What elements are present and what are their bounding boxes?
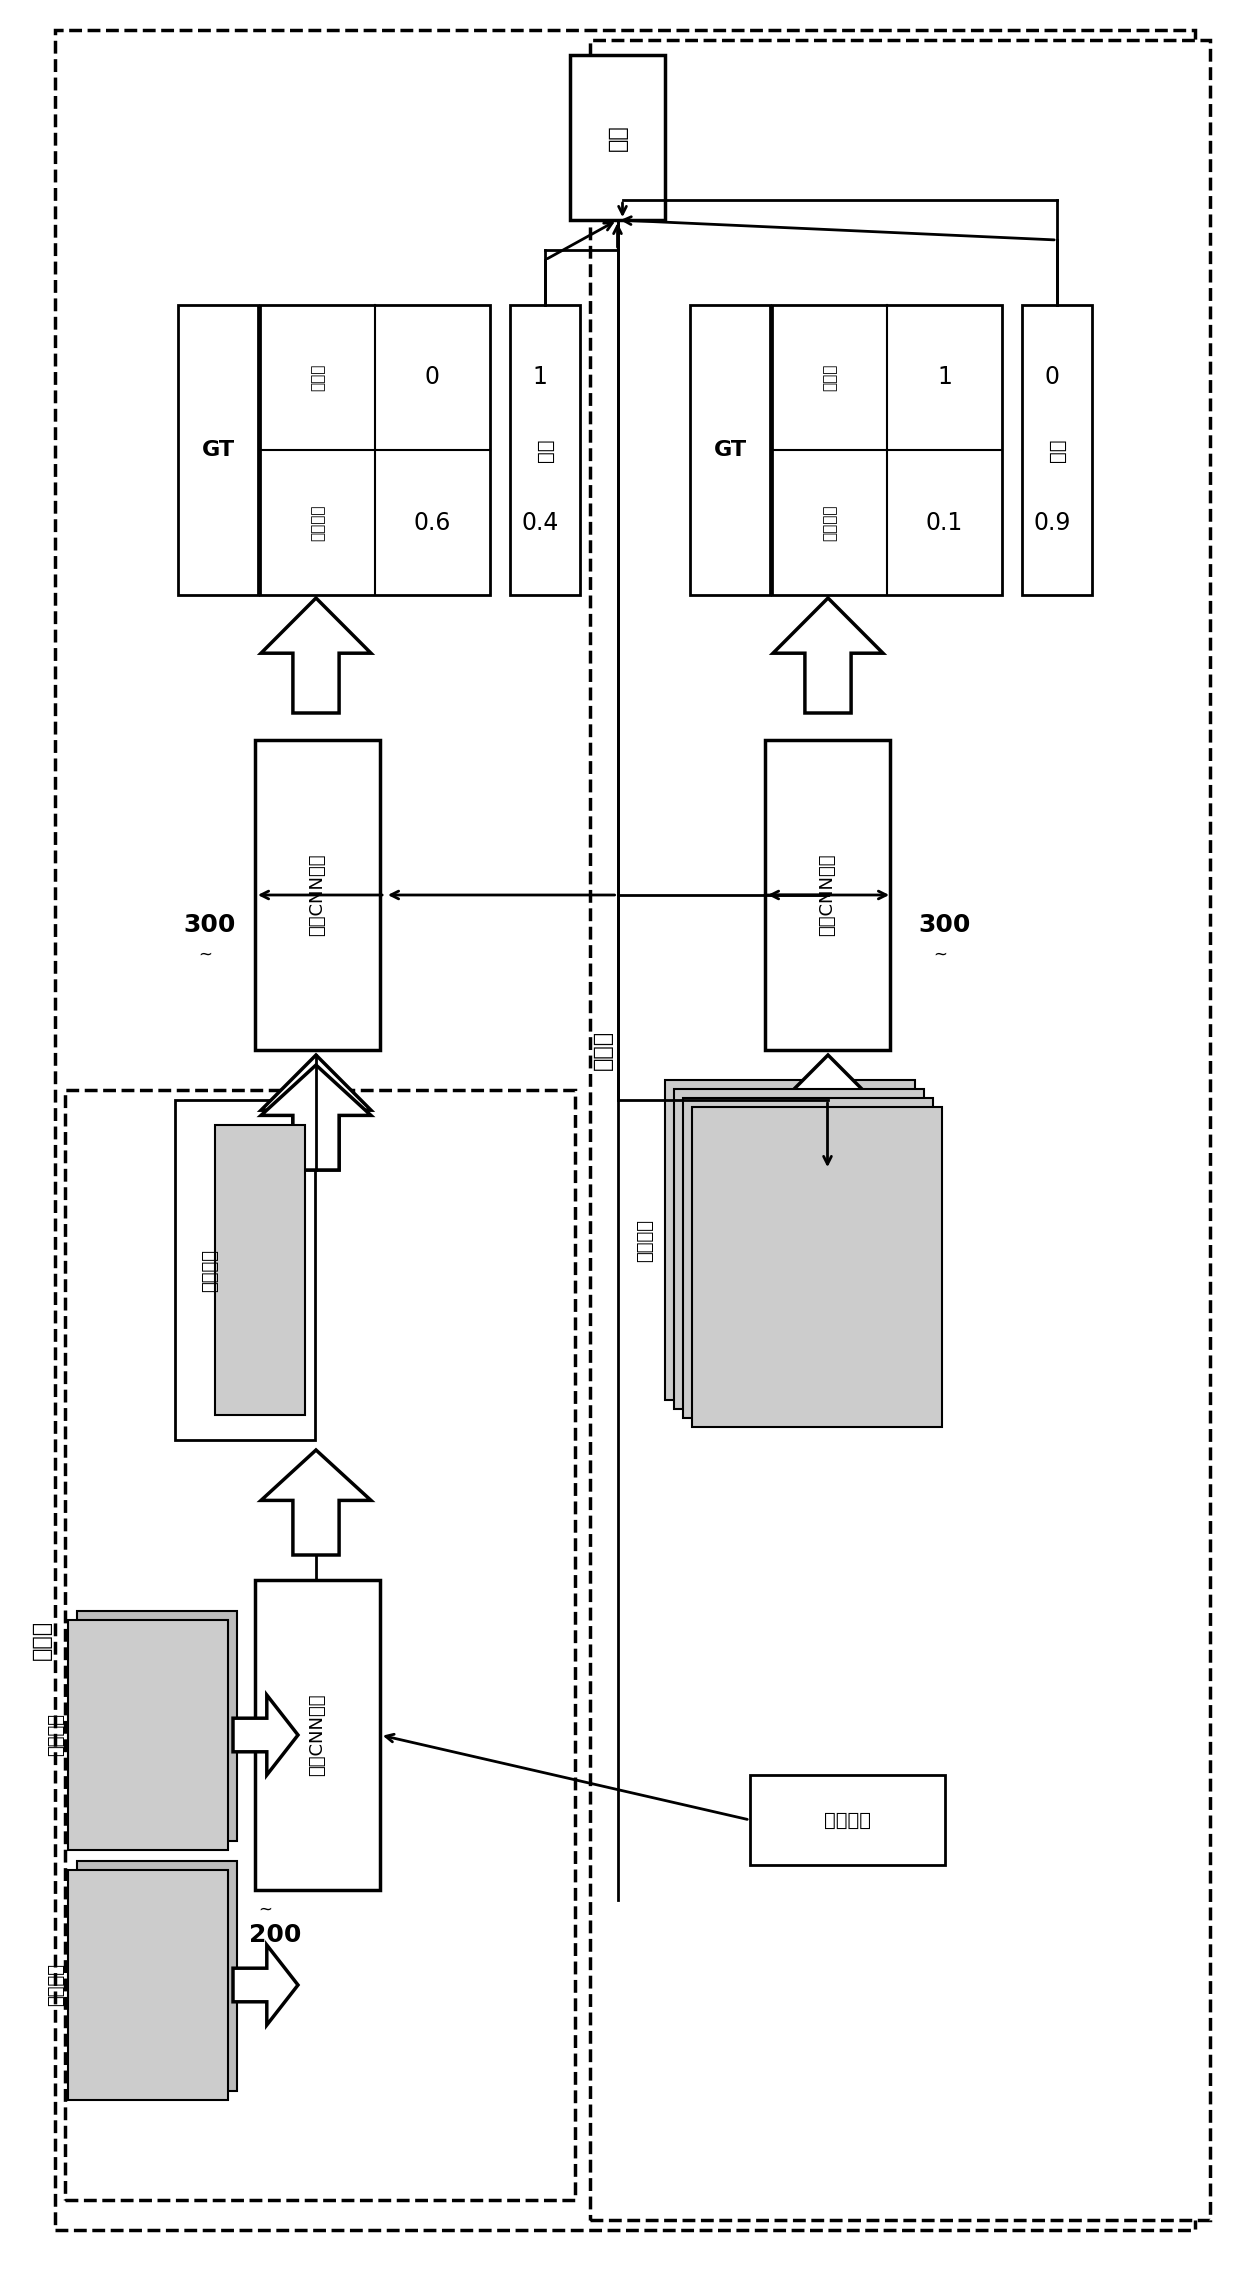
Text: 实际图像: 实际图像	[636, 1219, 653, 1263]
Bar	[773, 305, 1002, 595]
Text: 1: 1	[532, 365, 547, 390]
Bar	[683, 1098, 932, 1418]
Polygon shape	[260, 1055, 371, 1169]
Bar	[215, 1126, 305, 1415]
Bar	[179, 305, 258, 595]
Text: 1: 1	[937, 365, 952, 390]
Polygon shape	[260, 1064, 371, 1169]
Polygon shape	[773, 1055, 883, 1169]
Text: 第一CNN模块: 第一CNN模块	[309, 1693, 326, 1775]
Text: ~: ~	[198, 946, 212, 964]
Text: ~: ~	[932, 946, 947, 964]
Text: GT: GT	[713, 440, 746, 460]
Bar	[765, 741, 890, 1051]
Text: 200: 200	[249, 1923, 301, 1946]
Polygon shape	[233, 1696, 298, 1775]
Text: 实际图像: 实际图像	[822, 504, 837, 540]
Polygon shape	[233, 1944, 298, 2026]
Bar	[1022, 305, 1092, 595]
Text: 0.9: 0.9	[1033, 510, 1070, 536]
Bar	[68, 1620, 228, 1851]
Text: 0: 0	[1044, 365, 1059, 390]
Text: 输出: 输出	[1048, 438, 1066, 463]
Text: 0.1: 0.1	[926, 510, 963, 536]
Bar	[692, 1108, 942, 1427]
Text: 第二CNN模块: 第二CNN模块	[818, 855, 837, 937]
Text: 合成标签: 合成标签	[47, 1964, 64, 2006]
Text: 0.6: 0.6	[414, 510, 451, 536]
Text: 第二CNN模块: 第二CNN模块	[309, 855, 326, 937]
Bar	[68, 1871, 228, 2099]
Bar	[750, 1775, 945, 1864]
Bar	[510, 305, 580, 595]
Polygon shape	[773, 597, 883, 713]
Text: 据失: 据失	[608, 123, 627, 150]
Bar	[77, 1611, 237, 1841]
Text: GT: GT	[201, 440, 234, 460]
Bar	[689, 305, 770, 595]
Text: 仿图像: 仿图像	[310, 365, 325, 392]
Text: 输出: 输出	[536, 438, 554, 463]
Bar	[570, 55, 665, 221]
Bar	[175, 1101, 315, 1440]
Text: 300: 300	[184, 914, 236, 937]
Text: 0: 0	[425, 365, 440, 390]
Polygon shape	[260, 597, 371, 713]
Bar	[590, 41, 1210, 2220]
Bar	[64, 1089, 575, 2199]
Bar	[675, 1089, 924, 1408]
Bar	[255, 1579, 379, 1889]
Polygon shape	[260, 1449, 371, 1554]
Text: 鉴别器: 鉴别器	[593, 1030, 613, 1071]
Text: 随机种子: 随机种子	[825, 1810, 870, 1830]
Bar	[260, 305, 490, 595]
Text: 原始图像: 原始图像	[47, 1714, 64, 1757]
Bar	[255, 741, 379, 1051]
Text: 生成器: 生成器	[32, 1620, 52, 1659]
Text: 仿图像: 仿图像	[822, 365, 837, 392]
Text: 0.4: 0.4	[521, 510, 559, 536]
Text: 实际图像: 实际图像	[310, 504, 325, 540]
Text: ~: ~	[258, 1901, 272, 1919]
Text: 合成图像: 合成图像	[201, 1249, 219, 1292]
Bar	[77, 1862, 237, 2092]
Bar	[665, 1080, 915, 1399]
Text: 300: 300	[919, 914, 971, 937]
